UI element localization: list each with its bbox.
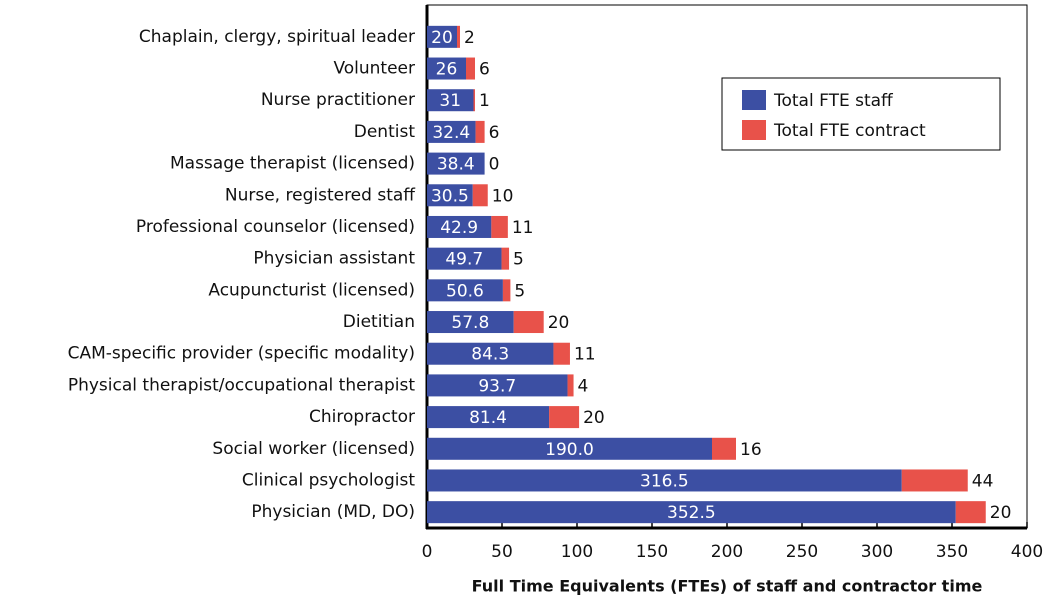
data-label: 5 xyxy=(513,250,524,270)
y-tick-label: Volunteer xyxy=(333,59,415,79)
bar-segment xyxy=(427,184,473,207)
data-label: 6 xyxy=(489,123,500,143)
bar-segment xyxy=(712,437,736,460)
bar-segment xyxy=(567,374,574,397)
y-tick-label: Chiropractor xyxy=(309,407,415,427)
data-label: 316.5 xyxy=(640,471,689,491)
x-tick-label: 100 xyxy=(561,542,593,562)
legend-label: Total FTE staff xyxy=(773,91,894,111)
x-tick-label: 400 xyxy=(1011,542,1043,562)
bar-segment xyxy=(427,152,485,175)
data-label: 5 xyxy=(514,281,525,301)
bar-segment xyxy=(901,469,968,492)
y-tick-label: Acupuncturist (licensed) xyxy=(208,280,415,300)
bar-segment xyxy=(955,501,986,524)
bar-segment xyxy=(427,469,902,492)
y-tick-label: Physician assistant xyxy=(253,249,415,269)
y-tick-label: Chaplain, clergy, spiritual leader xyxy=(139,27,415,47)
bar-segment xyxy=(472,184,488,207)
data-label: 57.8 xyxy=(451,313,489,333)
data-label: 352.5 xyxy=(667,503,716,523)
x-axis-title: Full Time Equivalents (FTEs) of staff an… xyxy=(472,577,983,596)
bar-segment xyxy=(457,25,460,48)
y-tick-label: Dietitian xyxy=(343,312,415,332)
bar-segment xyxy=(427,57,466,80)
x-tick-label: 200 xyxy=(711,542,743,562)
bar-segment xyxy=(502,279,511,302)
y-tick-label: Physician (MD, DO) xyxy=(251,502,415,522)
data-label: 44 xyxy=(972,471,994,491)
data-label: 50.6 xyxy=(446,281,484,301)
bar-segment xyxy=(427,406,550,429)
data-label: 32.4 xyxy=(432,123,470,143)
data-label: 0 xyxy=(489,155,500,175)
data-label: 93.7 xyxy=(478,376,516,396)
data-label: 4 xyxy=(578,376,589,396)
bar-segment xyxy=(427,342,554,365)
x-tick-label: 0 xyxy=(422,542,433,562)
data-label: 11 xyxy=(574,345,596,365)
data-label: 20 xyxy=(431,28,453,48)
bar-segment xyxy=(427,279,503,302)
legend-swatch xyxy=(742,120,766,140)
y-tick-label: Professional counselor (licensed) xyxy=(136,217,415,237)
y-tick-label: CAM-specific provider (specific modality… xyxy=(68,344,415,364)
x-tick-label: 350 xyxy=(936,542,968,562)
y-tick-label: Physical therapist/occupational therapis… xyxy=(68,375,415,395)
x-tick-label: 250 xyxy=(786,542,818,562)
bar-segment xyxy=(427,437,712,460)
bar-segment xyxy=(427,247,502,270)
x-tick-label: 150 xyxy=(636,542,668,562)
bar-segment xyxy=(513,311,544,334)
data-label: 38.4 xyxy=(437,155,475,175)
y-tick-label: Dentist xyxy=(354,122,416,142)
data-label: 2 xyxy=(464,28,475,48)
data-label: 30.5 xyxy=(431,186,469,206)
bar-segment xyxy=(553,342,570,365)
bar-segment xyxy=(427,311,514,334)
data-label: 26 xyxy=(436,60,458,80)
bar-segment xyxy=(427,120,476,143)
data-label: 10 xyxy=(492,186,514,206)
bar-segment xyxy=(427,25,457,48)
bar-segment xyxy=(491,215,508,238)
y-tick-label: Social worker (licensed) xyxy=(212,439,415,459)
legend-swatch xyxy=(742,90,766,110)
legend-box xyxy=(721,77,1001,151)
data-label: 81.4 xyxy=(469,408,507,428)
data-label: 20 xyxy=(583,408,605,428)
bar-segment xyxy=(501,247,510,270)
bar-segment xyxy=(473,89,475,112)
data-label: 16 xyxy=(740,440,762,460)
bar-segment xyxy=(427,501,956,524)
data-label: 31 xyxy=(439,91,461,111)
data-label: 1 xyxy=(479,91,490,111)
bar-segment xyxy=(549,406,580,429)
data-label: 49.7 xyxy=(445,250,483,270)
x-tick-label: 50 xyxy=(491,542,513,562)
x-tick-label: 300 xyxy=(861,542,893,562)
data-label: 6 xyxy=(479,60,490,80)
bar-segment xyxy=(475,120,485,143)
data-label: 20 xyxy=(990,503,1012,523)
bar-segment xyxy=(466,57,475,80)
data-label: 20 xyxy=(548,313,570,333)
bar-segment xyxy=(427,374,568,397)
legend-label: Total FTE contract xyxy=(773,121,926,141)
data-label: 11 xyxy=(512,218,534,238)
y-tick-label: Nurse, registered staff xyxy=(225,185,416,205)
y-tick-label: Clinical psychologist xyxy=(242,470,415,490)
bar-segment xyxy=(427,215,492,238)
data-label: 42.9 xyxy=(440,218,478,238)
y-tick-label: Massage therapist (licensed) xyxy=(170,154,415,174)
data-label: 190.0 xyxy=(545,440,594,460)
y-tick-label: Nurse practitioner xyxy=(261,90,415,110)
data-label: 84.3 xyxy=(471,345,509,365)
bar-segment xyxy=(427,89,474,112)
